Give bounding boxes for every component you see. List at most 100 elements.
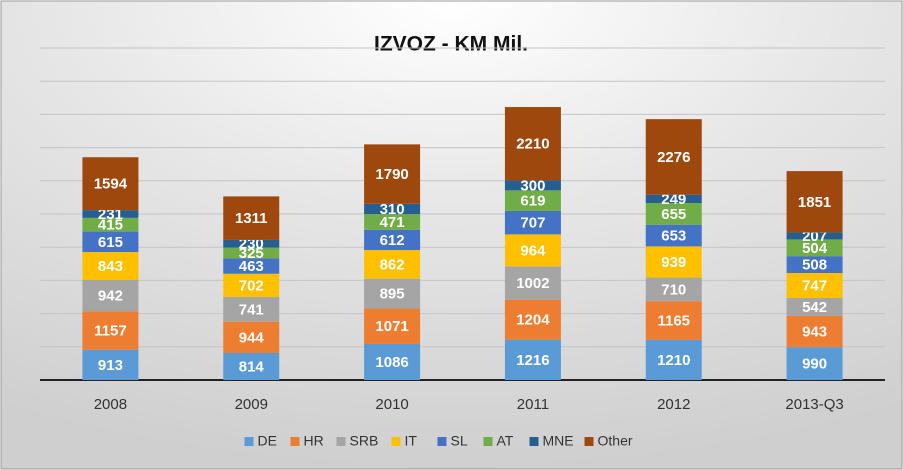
data-label: 843	[98, 258, 123, 275]
legend-swatch	[584, 437, 594, 446]
data-label: 325	[239, 245, 264, 262]
data-label: 939	[661, 254, 686, 271]
bar-segment	[645, 224, 702, 247]
data-label: 508	[802, 257, 827, 274]
bar-segment	[786, 239, 843, 257]
bar-segment	[82, 280, 139, 312]
bar-segment	[645, 194, 702, 203]
bar-segment	[82, 210, 139, 218]
data-label: 942	[98, 288, 123, 305]
bar-segment	[82, 252, 139, 281]
legend-label: HR	[304, 433, 324, 449]
data-label: 230	[239, 236, 264, 253]
data-label: 612	[380, 232, 405, 249]
legend-label: SL	[451, 433, 468, 449]
bar-segment	[223, 273, 280, 298]
bar-segment	[645, 339, 702, 380]
data-label: 702	[239, 277, 264, 294]
chart-title: IZVOZ - KM Mil.	[374, 33, 528, 56]
data-label: 415	[98, 217, 123, 234]
bar-segment	[504, 190, 561, 211]
data-label: 707	[520, 215, 545, 232]
data-label: 1157	[94, 322, 127, 339]
data-label: 2210	[516, 136, 549, 153]
bar-segment	[504, 180, 561, 191]
data-label: 1204	[516, 312, 550, 329]
data-label: 655	[661, 206, 686, 223]
x-tick-label: 2008	[94, 396, 127, 413]
data-label: 1210	[657, 352, 690, 369]
bar-segment	[82, 231, 139, 253]
legend-label: Other	[598, 433, 633, 449]
data-label: 747	[802, 277, 827, 294]
data-label: 1002	[516, 275, 549, 292]
data-label: 2276	[657, 149, 690, 166]
legend-label: MNE	[543, 433, 574, 449]
data-label: 1071	[375, 318, 408, 335]
data-label: 741	[239, 301, 264, 318]
bar-segment	[645, 277, 702, 302]
bar-segment	[364, 203, 421, 215]
bar-segment	[786, 347, 843, 380]
data-label: 944	[239, 329, 265, 346]
bar-segment	[223, 297, 280, 322]
bar-segment	[364, 308, 421, 344]
data-label: 300	[520, 177, 545, 194]
data-label: 814	[239, 358, 265, 375]
bar-segment	[786, 171, 843, 233]
bar-segment	[645, 119, 702, 195]
data-label: 249	[661, 191, 686, 208]
data-label: 463	[239, 258, 264, 275]
bar-segment	[786, 273, 843, 298]
legend-swatch	[529, 437, 539, 446]
legend-swatch	[437, 437, 447, 446]
legend-swatch	[244, 437, 254, 446]
x-tick-label: 2009	[235, 396, 268, 413]
data-label: 1165	[657, 312, 690, 329]
legend-label: DE	[258, 433, 277, 449]
bar-segment	[364, 229, 421, 251]
bar-segment	[786, 315, 843, 348]
bar-segment	[786, 297, 843, 316]
x-tick-label: 2010	[375, 396, 408, 413]
bar-segment	[364, 250, 421, 279]
bar-segment	[504, 339, 561, 380]
bar-segment	[364, 343, 421, 380]
bar-segment	[82, 311, 139, 350]
bar-segment	[645, 246, 702, 278]
bar-segment	[223, 247, 280, 259]
bar-segment	[504, 299, 561, 340]
data-label: 619	[520, 193, 545, 210]
data-label: 542	[802, 299, 827, 316]
bar-segment	[223, 239, 280, 248]
bar-segment	[364, 278, 421, 309]
data-label: 471	[380, 214, 405, 231]
bar-segment	[82, 349, 139, 380]
bar-segment	[504, 107, 561, 181]
bar-segment	[786, 256, 843, 274]
bar-segment	[645, 202, 702, 225]
x-tick-label: 2013-Q3	[785, 396, 843, 413]
bar-segment	[504, 266, 561, 300]
legend-swatch	[391, 437, 401, 446]
data-label: 710	[661, 281, 686, 298]
bar-segment	[786, 232, 843, 240]
bar-segment	[504, 234, 561, 267]
data-label: 1086	[375, 354, 408, 371]
data-label: 1851	[798, 194, 831, 211]
bar-segment	[223, 321, 280, 353]
data-label: 964	[520, 242, 546, 259]
bar-segment	[223, 196, 280, 240]
data-label: 990	[802, 356, 827, 373]
bar-segment	[364, 144, 421, 204]
data-label: 310	[380, 201, 405, 218]
legend-swatch	[290, 437, 300, 446]
data-label: 231	[98, 206, 123, 223]
data-label: 1216	[516, 352, 549, 369]
legend-label: IT	[405, 433, 418, 449]
data-label: 913	[98, 357, 123, 374]
legend-swatch	[483, 437, 493, 446]
bar-segment	[645, 301, 702, 340]
